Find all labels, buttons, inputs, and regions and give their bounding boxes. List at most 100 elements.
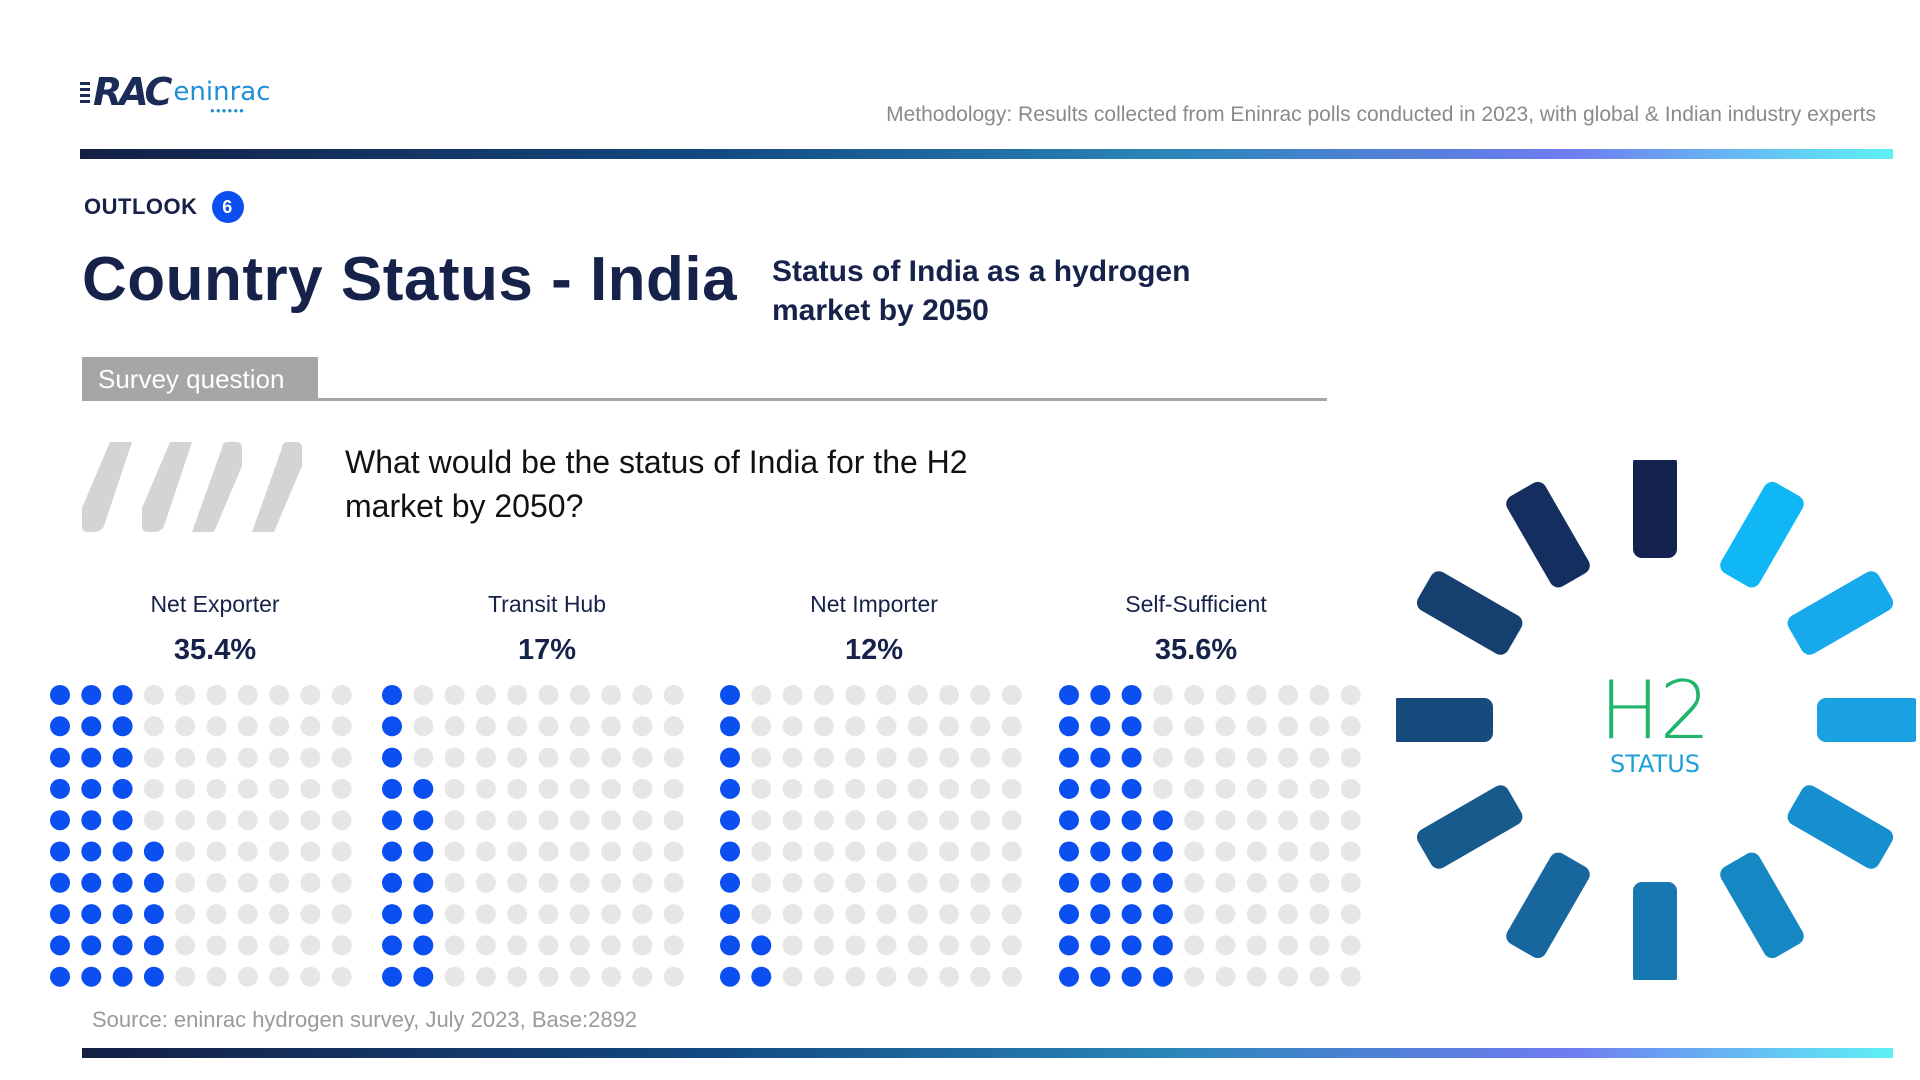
waffle-dot-empty: [939, 841, 960, 862]
waffle-dot-filled: [112, 904, 133, 925]
logo-rac: RAC: [93, 70, 172, 114]
waffle-dot-empty: [782, 841, 803, 862]
waffle-dot-empty: [970, 935, 991, 956]
waffle-dot-empty: [939, 935, 960, 956]
waffle-dot-empty: [876, 935, 897, 956]
waffle-dot-empty: [813, 966, 834, 987]
waffle-dot-empty: [507, 778, 528, 799]
waffle-dot-empty: [569, 747, 590, 768]
waffle-dot-empty: [751, 841, 772, 862]
category-label-net-exporter: Net Exporter: [150, 591, 280, 617]
waffle-dot-empty: [876, 966, 897, 987]
waffle-dot-empty: [237, 778, 258, 799]
waffle-dot-empty: [939, 747, 960, 768]
waffle-dot-empty: [331, 810, 352, 831]
waffle-dot-filled: [1090, 778, 1111, 799]
waffle-dot-empty: [907, 747, 928, 768]
waffle-dot-empty: [507, 841, 528, 862]
waffle-dot-empty: [569, 872, 590, 893]
waffle-dot-empty: [876, 810, 897, 831]
waffle-dot-filled: [1090, 904, 1111, 925]
waffle-dot-empty: [1215, 935, 1236, 956]
waffle-dot-empty: [444, 841, 465, 862]
category-label-transit-hub: Transit Hub: [487, 591, 607, 617]
waffle-dot-empty: [444, 747, 465, 768]
waffle-dot-empty: [331, 716, 352, 737]
waffle-dot-filled: [1059, 810, 1079, 831]
waffle-dot-filled: [382, 872, 402, 893]
waffle-dot-filled: [112, 716, 133, 737]
waffle-dot-filled: [720, 685, 740, 705]
waffle-dot-empty: [907, 778, 928, 799]
waffle-dot-empty: [143, 778, 164, 799]
waffle-dot-filled: [50, 904, 70, 925]
waffle-dot-empty: [663, 872, 684, 893]
outlook-label: OUTLOOK: [84, 194, 198, 219]
waffle-dot-empty: [907, 810, 928, 831]
top-gradient-divider: [80, 149, 1893, 159]
waffle-dot-empty: [569, 778, 590, 799]
waffle-dot-empty: [175, 810, 196, 831]
waffle-dot-empty: [1246, 747, 1267, 768]
waffle-dot-empty: [1215, 966, 1236, 987]
logo-eninrac: eninrac: [173, 77, 271, 107]
waffle-net-importer: [720, 685, 1022, 987]
waffle-dot-empty: [175, 747, 196, 768]
waffle-dot-empty: [845, 685, 866, 705]
waffle-dot-empty: [751, 904, 772, 925]
waffle-dot-empty: [175, 778, 196, 799]
waffle-dot-empty: [876, 778, 897, 799]
waffle-dot-empty: [1215, 810, 1236, 831]
waffle-dot-filled: [382, 716, 402, 737]
page-subtitle: Status of India as a hydrogen market by …: [772, 255, 1191, 327]
waffle-dot-empty: [1184, 904, 1205, 925]
waffle-dot-empty: [782, 747, 803, 768]
waffle-dot-filled: [1059, 778, 1079, 799]
waffle-dot-empty: [601, 904, 622, 925]
waffle-dot-empty: [1184, 778, 1205, 799]
waffle-dot-empty: [1001, 810, 1022, 831]
waffle-dot-empty: [601, 778, 622, 799]
waffle-dot-filled: [1152, 935, 1173, 956]
waffle-dot-empty: [269, 872, 290, 893]
waffle-dot-filled: [1090, 810, 1111, 831]
waffle-dot-filled: [112, 778, 133, 799]
waffle-dot-empty: [1215, 716, 1236, 737]
waffle-dot-empty: [907, 872, 928, 893]
waffle-dot-empty: [1001, 685, 1022, 705]
waffle-dot-filled: [81, 966, 102, 987]
waffle-dot-empty: [813, 935, 834, 956]
waffle-dot-empty: [663, 685, 684, 705]
waffle-dot-filled: [81, 747, 102, 768]
waffle-dot-empty: [907, 841, 928, 862]
waffle-dot-empty: [1340, 810, 1361, 831]
waffle-dot-empty: [876, 841, 897, 862]
waffle-dot-empty: [1184, 872, 1205, 893]
waffle-dot-empty: [237, 685, 258, 705]
waffle-dot-empty: [331, 685, 352, 705]
waffle-dot-filled: [413, 810, 434, 831]
survey-question-text: What would be the status of India for th…: [345, 444, 968, 524]
waffle-dot-empty: [1246, 904, 1267, 925]
waffle-dot-empty: [1278, 966, 1299, 987]
waffle-dot-empty: [300, 810, 321, 831]
waffle-dot-empty: [970, 904, 991, 925]
waffle-dot-empty: [1246, 716, 1267, 737]
waffle-dot-empty: [1246, 935, 1267, 956]
waffle-dot-empty: [751, 810, 772, 831]
waffle-dot-filled: [112, 966, 133, 987]
waffle-dot-empty: [1246, 966, 1267, 987]
waffle-dot-filled: [382, 778, 402, 799]
waffle-dot-empty: [813, 716, 834, 737]
waffle-dot-empty: [143, 685, 164, 705]
waffle-dot-empty: [507, 747, 528, 768]
waffle-dot-filled: [1152, 966, 1173, 987]
waffle-dot-filled: [81, 778, 102, 799]
waffle-dot-empty: [1184, 841, 1205, 862]
waffle-dot-filled: [720, 841, 740, 862]
waffle-dot-empty: [269, 778, 290, 799]
waffle-dot-empty: [876, 685, 897, 705]
waffle-dot-empty: [538, 810, 559, 831]
waffle-dot-empty: [1001, 966, 1022, 987]
waffle-dot-empty: [939, 778, 960, 799]
